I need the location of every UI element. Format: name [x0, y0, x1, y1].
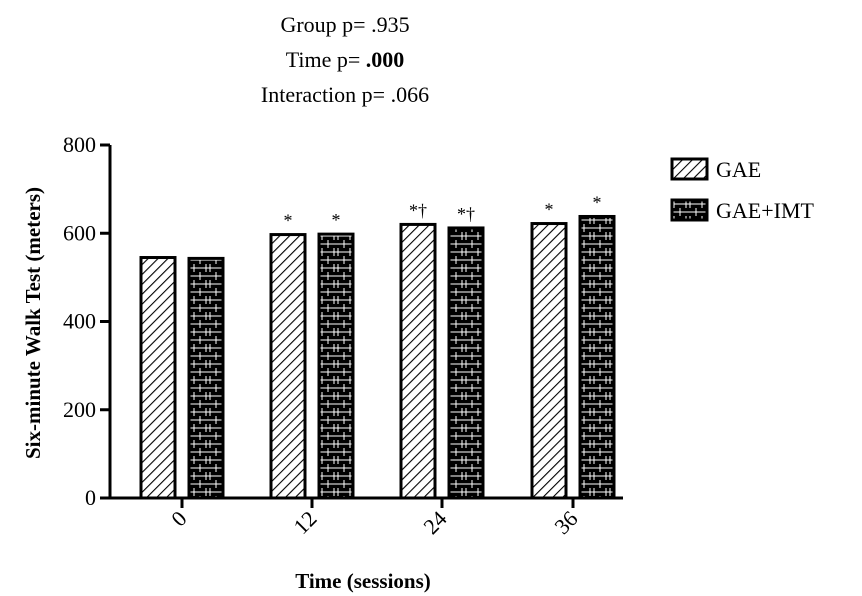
bar-gae-0	[139, 256, 177, 500]
bar-gae-imt-0	[187, 256, 225, 500]
x-ticks: 0 12 24 36	[166, 498, 583, 539]
y-tick-label: 400	[63, 309, 96, 334]
stat-interaction: Interaction p= .066	[261, 82, 429, 107]
significance-annotations: * * *† *† * *	[284, 192, 602, 230]
significance-marker: *†	[409, 200, 427, 220]
y-tick-label: 600	[63, 220, 96, 245]
significance-marker: *	[332, 210, 341, 230]
stat-group: Group p= .935	[280, 12, 409, 37]
significance-marker: *†	[457, 204, 475, 224]
bar-gae-imt-12	[317, 232, 355, 500]
x-axis-title: Time (sessions)	[295, 569, 431, 593]
x-tick-label: 12	[288, 506, 321, 539]
y-tick-label: 800	[63, 132, 96, 157]
x-tick-label: 0	[166, 506, 191, 531]
significance-marker: *	[545, 200, 554, 220]
bar-gae-imt-36	[578, 214, 616, 500]
bar-gae-24	[399, 222, 437, 500]
bar-gae-imt-24	[447, 226, 485, 500]
x-tick-label: 24	[418, 506, 451, 539]
y-axis-title: Six-minute Walk Test (meters)	[21, 187, 45, 459]
legend-label-gae-imt: GAE+IMT	[716, 198, 815, 223]
legend-swatch-gae	[670, 157, 709, 181]
bars	[139, 214, 616, 500]
legend: GAE GAE+IMT	[670, 157, 815, 223]
x-tick-label: 36	[549, 506, 582, 539]
y-tick-label: 200	[63, 397, 96, 422]
bar-gae-36	[530, 222, 568, 500]
bar-gae-12	[269, 233, 307, 500]
y-tick-label: 0	[85, 485, 96, 510]
legend-label-gae: GAE	[716, 157, 761, 182]
significance-marker: *	[284, 211, 293, 231]
y-ticks: 0 200 400 600 800	[63, 132, 110, 510]
stat-time: Time p= .000	[286, 47, 405, 72]
significance-marker: *	[593, 192, 602, 212]
legend-swatch-gae-imt	[670, 198, 709, 222]
